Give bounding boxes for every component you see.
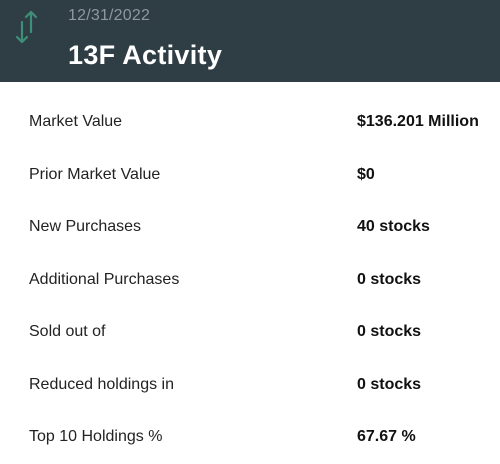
row-value: $0 xyxy=(357,165,375,183)
row-label: Reduced holdings in xyxy=(29,375,174,393)
card-header: 12/31/2022 13F Activity xyxy=(0,0,500,82)
row-new-purchases: New Purchases 40 stocks xyxy=(0,205,500,258)
row-value: 40 stocks xyxy=(357,218,430,235)
row-top-10-holdings: Top 10 Holdings % 67.67 % xyxy=(0,415,500,464)
row-additional-purchases: Additional Purchases 0 stocks xyxy=(0,258,500,311)
row-value: 0 stocks xyxy=(357,270,422,288)
row-label: Sold out of xyxy=(29,323,106,340)
row-label: New Purchases xyxy=(29,218,142,235)
row-reduced-holdings: Reduced holdings in 0 stocks xyxy=(0,363,500,416)
report-date: 12/31/2022 xyxy=(68,7,151,24)
row-label: Top 10 Holdings % xyxy=(29,428,163,445)
activity-list: Market Value $136.201 Million Prior Mark… xyxy=(0,100,500,464)
row-prior-market-value: Prior Market Value $0 xyxy=(0,153,500,206)
row-value: 67.67 % xyxy=(357,428,416,445)
row-market-value: Market Value $136.201 Million xyxy=(0,100,500,153)
up-down-arrows-icon xyxy=(12,8,42,46)
card-title: 13F Activity xyxy=(68,40,223,70)
row-label: Additional Purchases xyxy=(29,270,180,288)
row-value: $136.201 Million xyxy=(357,113,479,130)
row-label: Prior Market Value xyxy=(29,165,161,183)
row-label: Market Value xyxy=(29,113,123,130)
row-sold-out-of: Sold out of 0 stocks xyxy=(0,310,500,363)
row-value: 0 stocks xyxy=(357,375,422,393)
row-value: 0 stocks xyxy=(357,323,422,340)
